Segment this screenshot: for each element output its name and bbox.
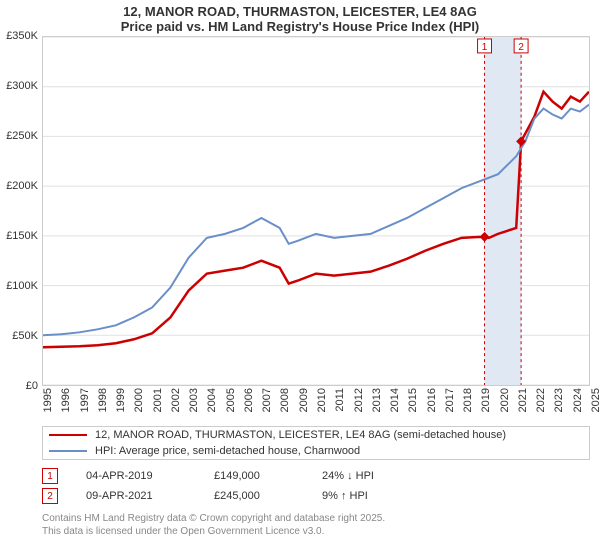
footer-line-2: This data is licensed under the Open Gov… xyxy=(42,525,590,538)
x-tick-label: 2011 xyxy=(334,388,346,412)
x-tick-label: 2021 xyxy=(517,388,529,412)
x-axis-ticks: 1995 1996 1997 1998 1999 2000 2001 2002 2003 2004… xyxy=(42,386,590,416)
sale-badge: 1 xyxy=(42,468,58,484)
sale-badge: 2 xyxy=(42,488,58,504)
y-tick-label: £100K xyxy=(6,280,38,292)
x-tick-label: 2006 xyxy=(243,388,255,412)
x-tick-label: 2018 xyxy=(462,388,474,412)
x-tick-label: 2014 xyxy=(389,388,401,412)
x-tick-label: 1999 xyxy=(115,388,127,412)
footer-line-1: Contains HM Land Registry data © Crown c… xyxy=(42,512,590,525)
x-tick-label: 2005 xyxy=(225,388,237,412)
x-tick-label: 1995 xyxy=(42,388,54,412)
y-axis-ticks: £0£50K£100K£150K£200K£250K£300K£350K xyxy=(0,36,40,386)
plot-region: 12 xyxy=(42,36,590,386)
x-tick-label: 1998 xyxy=(97,388,109,412)
x-tick-label: 2017 xyxy=(444,388,456,412)
x-tick-label: 1996 xyxy=(60,388,72,412)
x-tick-label: 2004 xyxy=(206,388,218,412)
x-tick-label: 2016 xyxy=(426,388,438,412)
y-tick-label: £200K xyxy=(6,180,38,192)
x-tick-label: 2012 xyxy=(353,388,365,412)
y-tick-label: £50K xyxy=(12,330,38,342)
x-tick-label: 2002 xyxy=(170,388,182,412)
sale-price: £149,000 xyxy=(214,470,294,482)
x-tick-label: 2007 xyxy=(261,388,273,412)
title-block: 12, MANOR ROAD, THURMASTON, LEICESTER, L… xyxy=(0,0,600,36)
x-tick-label: 2013 xyxy=(371,388,383,412)
legend: 12, MANOR ROAD, THURMASTON, LEICESTER, L… xyxy=(42,426,590,460)
x-tick-label: 1997 xyxy=(79,388,91,412)
y-tick-label: £300K xyxy=(6,80,38,92)
x-tick-label: 2019 xyxy=(480,388,492,412)
y-tick-label: £150K xyxy=(6,230,38,242)
x-tick-label: 2025 xyxy=(590,388,600,412)
sale-row: 2 09-APR-2021 £245,000 9% ↑ HPI xyxy=(42,488,590,504)
x-tick-label: 2000 xyxy=(133,388,145,412)
svg-text:2: 2 xyxy=(518,42,524,53)
x-tick-label: 2023 xyxy=(553,388,565,412)
plot-svg: 12 xyxy=(43,37,589,385)
y-tick-label: £350K xyxy=(6,30,38,42)
x-tick-label: 2009 xyxy=(298,388,310,412)
sale-date: 09-APR-2021 xyxy=(86,490,186,502)
chart-container: 12, MANOR ROAD, THURMASTON, LEICESTER, L… xyxy=(0,0,600,560)
x-tick-label: 2008 xyxy=(279,388,291,412)
title-line-2: Price paid vs. HM Land Registry's House … xyxy=(0,19,600,34)
x-tick-label: 2020 xyxy=(499,388,511,412)
chart-area: £0£50K£100K£150K£200K£250K£300K£350K 12 … xyxy=(42,36,590,416)
x-tick-label: 2003 xyxy=(188,388,200,412)
sale-price: £245,000 xyxy=(214,490,294,502)
x-tick-label: 2024 xyxy=(572,388,584,412)
title-line-1: 12, MANOR ROAD, THURMASTON, LEICESTER, L… xyxy=(0,4,600,19)
y-tick-label: £0 xyxy=(26,380,38,392)
sale-delta: 24% ↓ HPI xyxy=(322,470,374,482)
legend-swatch xyxy=(49,434,87,437)
sale-date: 04-APR-2019 xyxy=(86,470,186,482)
legend-row: HPI: Average price, semi-detached house,… xyxy=(43,443,589,459)
x-tick-label: 2022 xyxy=(535,388,547,412)
legend-label: HPI: Average price, semi-detached house,… xyxy=(95,445,360,457)
sales-list: 1 04-APR-2019 £149,000 24% ↓ HPI 2 09-APR-202… xyxy=(42,468,590,504)
y-tick-label: £250K xyxy=(6,130,38,142)
sale-delta: 9% ↑ HPI xyxy=(322,490,368,502)
legend-swatch xyxy=(49,450,87,452)
x-tick-label: 2010 xyxy=(316,388,328,412)
svg-text:1: 1 xyxy=(482,42,488,53)
x-tick-label: 2015 xyxy=(407,388,419,412)
legend-label: 12, MANOR ROAD, THURMASTON, LEICESTER, L… xyxy=(95,429,506,441)
sale-row: 1 04-APR-2019 £149,000 24% ↓ HPI xyxy=(42,468,590,484)
legend-row: 12, MANOR ROAD, THURMASTON, LEICESTER, L… xyxy=(43,427,589,443)
footer: Contains HM Land Registry data © Crown c… xyxy=(42,512,590,538)
x-tick-label: 2001 xyxy=(152,388,164,412)
